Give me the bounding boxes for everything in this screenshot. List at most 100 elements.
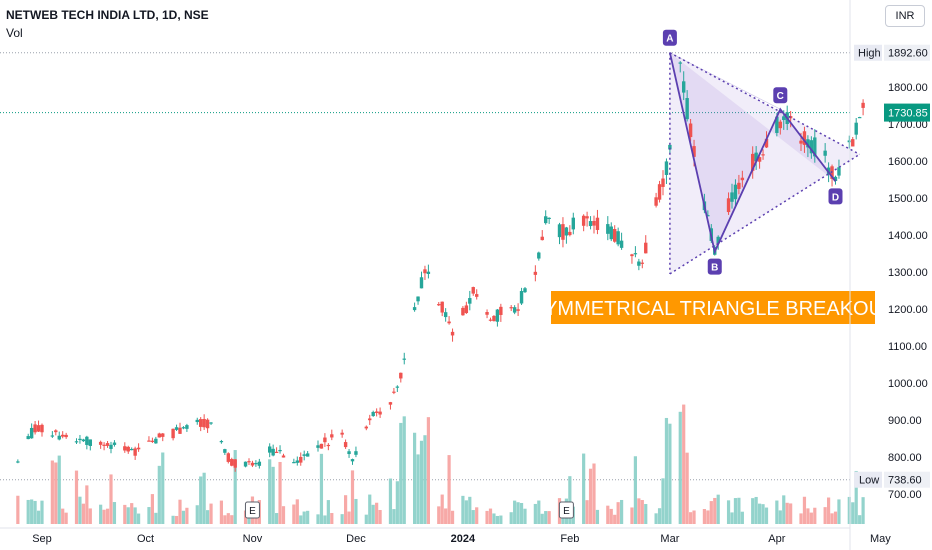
- candle-body: [102, 444, 106, 446]
- candle-body: [754, 152, 758, 162]
- volume-bar: [375, 502, 379, 524]
- candle-body: [36, 425, 41, 432]
- candle-body: [219, 441, 224, 443]
- candle-body: [147, 440, 151, 442]
- last-price-tag: [884, 103, 930, 122]
- candle-body: [512, 307, 517, 313]
- candle-body: [544, 216, 548, 224]
- volume-bar: [326, 500, 330, 524]
- candle-body: [854, 122, 858, 135]
- volume-bar: [733, 498, 738, 524]
- volume-bar: [105, 508, 110, 524]
- candle-body: [706, 215, 710, 217]
- volume-bar: [206, 510, 210, 524]
- volume-bar: [395, 481, 399, 524]
- candle-body: [250, 462, 255, 466]
- y-tick-label: 1600.00: [888, 156, 928, 168]
- pattern-point-label: B: [711, 263, 718, 274]
- candle-body: [737, 182, 741, 189]
- candle-body: [716, 236, 720, 244]
- pattern-point-c: [773, 87, 788, 104]
- volume-bar: [185, 507, 189, 524]
- candle-body: [29, 427, 34, 439]
- volume-bar: [519, 502, 524, 524]
- candle-body: [130, 448, 134, 451]
- candle-body: [61, 434, 65, 437]
- volume-bar: [233, 450, 237, 524]
- candle-body: [105, 443, 110, 446]
- volume-bar: [858, 515, 862, 524]
- currency-button[interactable]: INR: [885, 5, 925, 27]
- candle-body: [761, 154, 765, 156]
- candle-body: [757, 157, 762, 162]
- y-tick-label: 1200.00: [888, 304, 928, 316]
- volume-bar: [423, 435, 427, 524]
- volume-bar: [709, 501, 713, 524]
- volume-bar: [754, 496, 758, 524]
- candle-body: [33, 424, 37, 433]
- volume-legend: Vol: [6, 26, 23, 40]
- candle-body: [533, 271, 538, 275]
- volume-bar: [447, 455, 451, 524]
- earnings-marker-label: E: [249, 506, 256, 517]
- candle-body: [199, 419, 203, 427]
- volume-bar: [606, 505, 610, 524]
- candle-body: [278, 449, 282, 452]
- volume-bar: [758, 503, 762, 524]
- volume-bar: [582, 453, 586, 524]
- candle-body: [295, 460, 299, 463]
- pattern-point-label: C: [777, 91, 784, 102]
- earnings-marker[interactable]: [244, 501, 260, 519]
- candle-body: [371, 411, 375, 417]
- candle-body: [606, 224, 610, 234]
- candle-body: [813, 137, 817, 157]
- volume-bar: [509, 512, 513, 524]
- candle-body: [682, 81, 686, 93]
- volume-bar: [702, 509, 706, 524]
- volume-bar: [364, 514, 368, 524]
- candle-body: [495, 309, 500, 322]
- volume-bar: [157, 465, 161, 524]
- candle-body: [98, 441, 103, 445]
- candle-body: [416, 296, 420, 302]
- volume-bar: [126, 507, 130, 524]
- candle-body: [561, 224, 565, 240]
- candle-body: [254, 463, 258, 465]
- volume-bar: [219, 500, 223, 524]
- volume-bar: [661, 478, 665, 524]
- volume-bar: [657, 508, 662, 524]
- volume-bar: [174, 515, 179, 524]
- candle-body: [81, 439, 86, 442]
- candle-body: [571, 217, 575, 230]
- volume-bar: [402, 416, 406, 524]
- candle-body: [847, 140, 851, 143]
- candle-body: [688, 123, 693, 138]
- volume-bar: [30, 499, 34, 524]
- candle-body: [733, 184, 738, 200]
- candle-body: [395, 386, 400, 388]
- volume-bar: [537, 500, 541, 524]
- volume-bar: [785, 502, 789, 524]
- volume-bar: [685, 452, 689, 524]
- earnings-marker[interactable]: [558, 501, 574, 519]
- y-tick-label: 700.00: [888, 489, 922, 501]
- volume-bar: [88, 508, 92, 524]
- candle-body: [775, 116, 779, 133]
- volume-bar: [854, 470, 858, 524]
- candle-body: [581, 215, 586, 226]
- candle-body: [330, 434, 334, 438]
- candle-body: [271, 448, 275, 456]
- earnings-marker-label: E: [563, 506, 570, 517]
- volume-bar: [806, 508, 810, 524]
- volume-bar: [485, 510, 489, 524]
- candle-body: [471, 287, 475, 294]
- candle-body: [305, 453, 310, 457]
- y-tick-label: 900.00: [888, 415, 922, 427]
- volume-bar: [544, 511, 548, 524]
- symbol-title: NETWEB TECH INDIA LTD, 1D, NSE: [6, 8, 209, 22]
- volume-bar: [299, 515, 303, 524]
- volume-bar: [588, 468, 593, 524]
- candle-body: [26, 436, 30, 440]
- volume-bar: [112, 502, 117, 524]
